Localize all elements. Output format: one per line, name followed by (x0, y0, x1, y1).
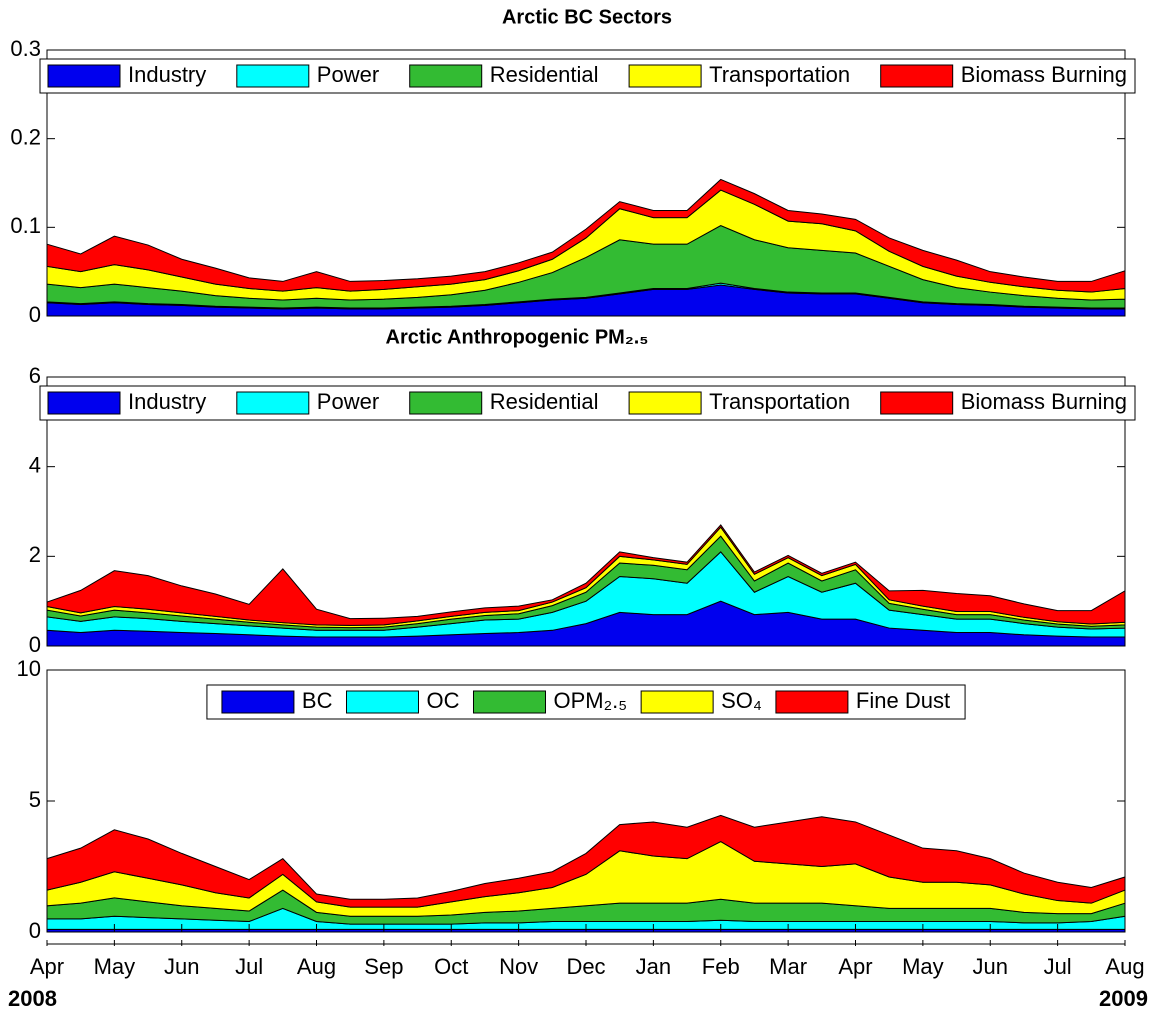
legend-label: BC (302, 688, 333, 713)
x-tick-label: May (902, 954, 944, 979)
legend-swatch (47, 391, 121, 415)
y-tick-label: 5 (29, 787, 41, 812)
x-tick-label: Jul (1044, 954, 1072, 979)
y-tick-label: 6 (29, 363, 41, 388)
x-tick-label: Apr (30, 954, 64, 979)
x-tick-label: Jul (235, 954, 263, 979)
x-tick-label: Jun (164, 954, 199, 979)
year-label: 2008 (8, 986, 57, 1011)
legend-swatch (409, 64, 483, 88)
legend-swatch (345, 690, 419, 714)
x-tick-label: Feb (702, 954, 740, 979)
x-tick-label: May (94, 954, 136, 979)
x-tick-label: Sep (364, 954, 403, 979)
y-tick-label: 0.3 (10, 36, 41, 61)
y-tick-label: 0.1 (10, 213, 41, 238)
x-tick-label: Jan (636, 954, 671, 979)
legend-swatch (775, 690, 849, 714)
chart-title: Arctic Anthropogenic PM₂.₅ (386, 326, 649, 348)
legend-label: SO₄ (721, 688, 762, 713)
legend-label: Biomass Burning (961, 389, 1127, 414)
x-tick-label: Aug (1105, 954, 1144, 979)
legend-swatch (628, 64, 702, 88)
year-label: 2009 (1099, 986, 1148, 1011)
legend-swatch (628, 391, 702, 415)
x-tick-label: Apr (838, 954, 872, 979)
legend-label: Power (317, 62, 379, 87)
x-tick-label: Mar (769, 954, 807, 979)
legend-label: Industry (128, 62, 206, 87)
legend-label: Transportation (709, 62, 850, 87)
legend-swatch (472, 690, 546, 714)
y-tick-label: 10 (17, 656, 41, 681)
legend-swatch (236, 391, 310, 415)
x-tick-label: Jun (973, 954, 1008, 979)
chart-title: Arctic BC Sectors (502, 6, 672, 28)
legend-label: Power (317, 389, 379, 414)
legend-label: OC (426, 688, 459, 713)
y-tick-label: 0 (29, 632, 41, 657)
x-tick-label: Dec (566, 954, 605, 979)
y-tick-label: 0 (29, 302, 41, 327)
legend-label: Fine Dust (856, 688, 950, 713)
legend-label: Industry (128, 389, 206, 414)
plot-frame (46, 376, 1126, 647)
legend-swatch (880, 391, 954, 415)
legend-swatch (47, 64, 121, 88)
legend-label: Residential (490, 389, 599, 414)
x-tick-label: Nov (499, 954, 538, 979)
legend-swatch (880, 64, 954, 88)
legend-swatch (409, 391, 483, 415)
x-tick-label: Oct (434, 954, 468, 979)
plot-frame (46, 49, 1126, 317)
legend-swatch (236, 64, 310, 88)
x-tick-label: Aug (297, 954, 336, 979)
y-tick-label: 2 (29, 542, 41, 567)
legend-label: Biomass Burning (961, 62, 1127, 87)
legend-label: Residential (490, 62, 599, 87)
y-tick-label: 0.2 (10, 124, 41, 149)
legend-swatch (640, 690, 714, 714)
legend-label: OPM₂.₅ (553, 688, 627, 713)
y-tick-label: 0 (29, 918, 41, 943)
legend-swatch (221, 690, 295, 714)
legend-label: Transportation (709, 389, 850, 414)
y-tick-label: 4 (29, 452, 41, 477)
